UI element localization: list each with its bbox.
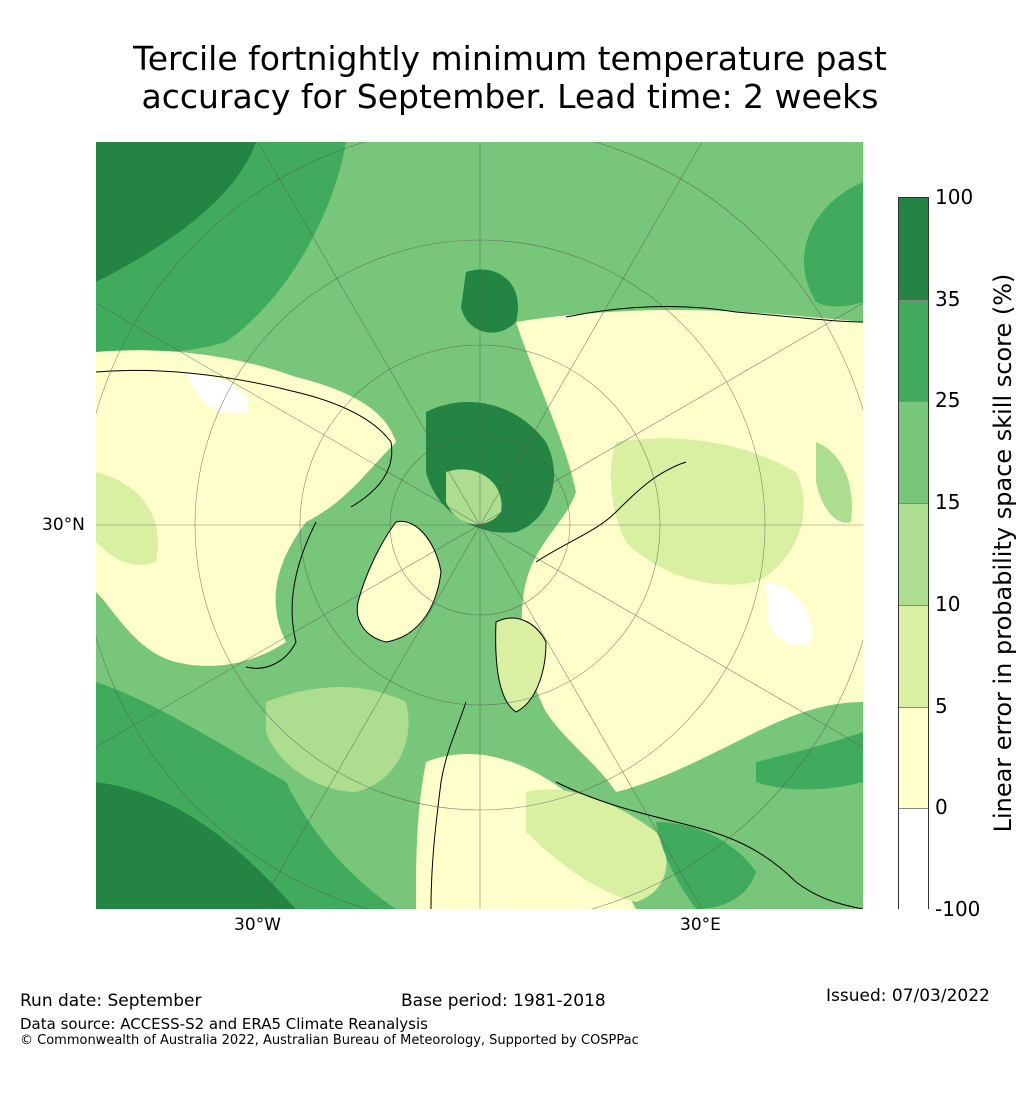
skill-region bbox=[96, 142, 346, 353]
skill-region bbox=[461, 269, 518, 333]
colorbar-tick-label: 0 bbox=[935, 795, 948, 820]
data-source: Data source: ACCESS-S2 and ERA5 Climate … bbox=[20, 1015, 428, 1033]
longitude-label-east: 30°E bbox=[680, 915, 721, 935]
skill-region bbox=[96, 142, 256, 282]
colorbar-segment bbox=[899, 401, 928, 505]
copyright: © Commonwealth of Australia 2022, Austra… bbox=[20, 1033, 639, 1048]
skill-region bbox=[96, 472, 158, 565]
coastline bbox=[555, 781, 863, 909]
colorbar-tick-label: -100 bbox=[935, 897, 981, 921]
latitude-label: 30°N bbox=[42, 515, 85, 535]
colorbar-tick-label: 5 bbox=[935, 693, 948, 718]
colorbar-tick-label: 35 bbox=[935, 286, 961, 311]
colorbar-segment bbox=[899, 808, 928, 910]
colorbar-segment bbox=[899, 503, 928, 606]
colorbar-tick-label: 100 bbox=[935, 185, 974, 209]
longitude-label-west: 30°W bbox=[234, 915, 281, 935]
skill-region bbox=[96, 782, 296, 909]
map-title: Tercile fortnightly minimum temperature … bbox=[0, 40, 1020, 116]
skill-region bbox=[816, 442, 852, 523]
graticule bbox=[96, 142, 863, 909]
scandinavia bbox=[495, 617, 547, 713]
skill-region bbox=[766, 582, 812, 646]
skill-region bbox=[446, 469, 502, 525]
colorbar bbox=[898, 197, 929, 910]
skill-region bbox=[656, 822, 756, 909]
colorbar-segment bbox=[899, 706, 928, 810]
issued-date: Issued: 07/03/2022 bbox=[826, 986, 990, 1006]
colorbar-tick-label: 10 bbox=[935, 591, 961, 616]
map-canvas bbox=[96, 142, 863, 909]
colorbar-segment bbox=[899, 198, 928, 301]
coastline bbox=[565, 306, 863, 323]
coastline bbox=[430, 701, 467, 909]
polar-skill-map bbox=[96, 142, 863, 909]
skill-region bbox=[803, 182, 863, 307]
skill-region bbox=[96, 350, 396, 666]
colorbar-segment bbox=[899, 299, 928, 403]
meridian bbox=[96, 302, 863, 748]
coastline bbox=[535, 461, 687, 563]
skill-region bbox=[186, 372, 248, 413]
colorbar-tick-label: 15 bbox=[935, 490, 961, 515]
title-line-2: accuracy for September. Lead time: 2 wee… bbox=[141, 77, 879, 116]
colorbar-segment bbox=[899, 604, 928, 708]
base-period: Base period: 1981-2018 bbox=[401, 991, 606, 1011]
coastline bbox=[96, 369, 393, 508]
greenland bbox=[356, 520, 442, 643]
skill-region bbox=[526, 789, 667, 902]
title-line-1: Tercile fortnightly minimum temperature … bbox=[133, 39, 887, 78]
skill-region bbox=[756, 732, 863, 790]
skill-region bbox=[96, 682, 396, 909]
skill-region bbox=[266, 687, 409, 792]
run-date: Run date: September bbox=[20, 991, 202, 1011]
colorbar-tick-label: 25 bbox=[935, 388, 961, 413]
colorbar-label-text: Linear error in probability space skill … bbox=[989, 273, 1017, 833]
